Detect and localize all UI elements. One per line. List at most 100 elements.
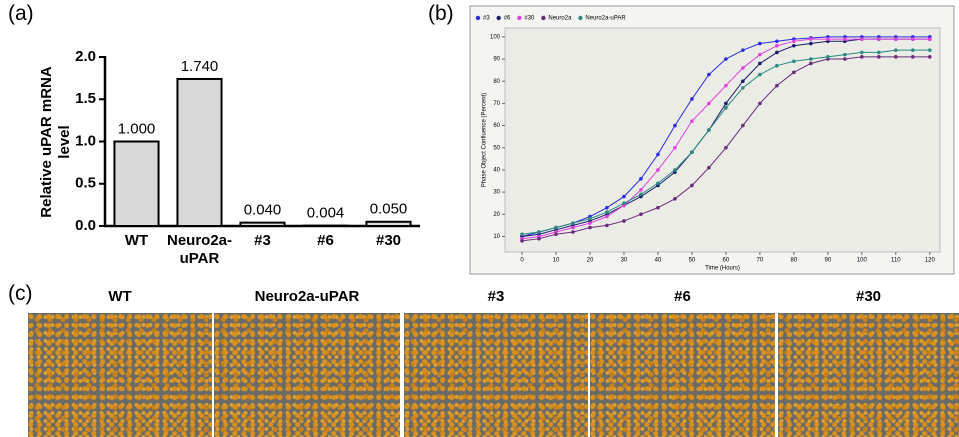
data-point <box>775 63 779 68</box>
image-title: WT <box>108 288 132 305</box>
data-point <box>775 50 779 55</box>
data-point <box>639 212 643 217</box>
data-point <box>622 219 626 223</box>
plot-area <box>504 27 941 253</box>
y-tick-label: 2.0 <box>75 48 96 65</box>
x-tick-label: 40 <box>655 258 662 264</box>
x-tick-label: #3 <box>254 232 271 249</box>
data-point <box>520 239 524 243</box>
data-point <box>758 61 762 66</box>
data-point <box>877 50 881 55</box>
legend-marker <box>541 15 546 21</box>
legend-marker <box>517 15 522 21</box>
y-axis-label: Phase Object Confluence (Percent) <box>482 93 488 187</box>
legend-marker <box>578 15 583 21</box>
y-tick-label: 10 <box>493 234 500 240</box>
value-label: 1.740 <box>181 58 219 75</box>
data-point <box>537 236 541 241</box>
data-point <box>860 55 864 59</box>
data-point <box>843 52 847 57</box>
data-point <box>843 37 847 41</box>
data-point <box>741 66 745 70</box>
data-point <box>826 37 830 41</box>
data-point <box>571 225 575 230</box>
data-point <box>741 123 745 128</box>
legend-label: #3 <box>483 16 490 22</box>
value-label: 0.050 <box>370 201 408 218</box>
x-tick-label: WT <box>124 232 149 249</box>
data-point <box>707 165 711 170</box>
data-point <box>690 119 694 123</box>
x-tick-label: 50 <box>689 258 696 264</box>
data-point <box>741 86 745 90</box>
data-point <box>639 188 643 192</box>
image-title: #30 <box>855 288 882 305</box>
data-point <box>911 48 915 52</box>
x-tick-label: 110 <box>891 258 901 264</box>
x-tick-label: 90 <box>825 258 832 264</box>
data-point <box>690 150 694 154</box>
y-tick-label: 1.0 <box>75 132 96 149</box>
data-point <box>588 225 592 230</box>
data-point <box>775 83 779 88</box>
y-tick-label: 1.5 <box>75 90 96 107</box>
data-point <box>758 101 762 106</box>
data-point <box>792 70 796 75</box>
data-point <box>622 194 626 199</box>
micrograph <box>28 313 212 437</box>
data-point <box>605 223 609 228</box>
data-point <box>724 57 728 61</box>
data-point <box>928 37 932 41</box>
micrograph <box>590 313 775 437</box>
y-axis-label: Relative uPAR mRNA level <box>38 65 73 218</box>
data-point <box>894 37 898 41</box>
data-point <box>656 152 660 157</box>
data-point <box>639 177 643 181</box>
data-point <box>707 128 711 132</box>
micrograph <box>778 313 959 437</box>
x-axis-label: Time (Hours) <box>705 266 740 272</box>
y-tick-label: 100 <box>490 34 501 40</box>
y-tick-label: 80 <box>493 79 500 85</box>
data-point <box>809 57 813 61</box>
data-point <box>656 205 660 210</box>
legend-marker <box>496 15 501 21</box>
data-point <box>843 57 847 61</box>
y-tick-label: 50 <box>493 145 500 151</box>
data-point <box>588 221 592 225</box>
legend-label: Neuro2a-uPAR <box>585 16 626 22</box>
y-tick-label: 60 <box>493 123 500 129</box>
value-label: 0.040 <box>244 202 282 219</box>
data-point <box>605 210 609 214</box>
y-tick-label: 30 <box>493 190 500 196</box>
data-point <box>707 101 711 106</box>
data-point <box>894 55 898 59</box>
y-tick-label: 70 <box>493 101 500 107</box>
panel-label: (a) <box>8 2 34 25</box>
micrograph <box>404 313 588 437</box>
x-tick-label: 120 <box>925 258 936 264</box>
data-point <box>792 39 796 44</box>
data-point <box>860 37 864 41</box>
y-tick-label: 90 <box>493 57 500 63</box>
x-tick-label: 100 <box>857 258 868 264</box>
bar <box>239 221 286 227</box>
data-point <box>571 230 575 234</box>
data-point <box>673 196 677 201</box>
y-tick-label: 0.5 <box>75 175 96 192</box>
data-point <box>809 61 813 66</box>
legend-label: #6 <box>504 16 511 22</box>
data-point <box>537 230 541 234</box>
x-tick-label: 20 <box>587 258 594 264</box>
x-tick-label: 30 <box>621 258 628 264</box>
data-point <box>690 183 694 188</box>
data-point <box>690 97 694 101</box>
data-point <box>707 72 711 77</box>
image-title: #6 <box>674 288 691 305</box>
bar <box>176 77 223 227</box>
x-tick-label: Neuro2a-uPAR <box>166 232 233 267</box>
panel-label: (c) <box>8 282 33 305</box>
data-point <box>775 39 779 44</box>
y-tick-label: 20 <box>493 212 500 218</box>
